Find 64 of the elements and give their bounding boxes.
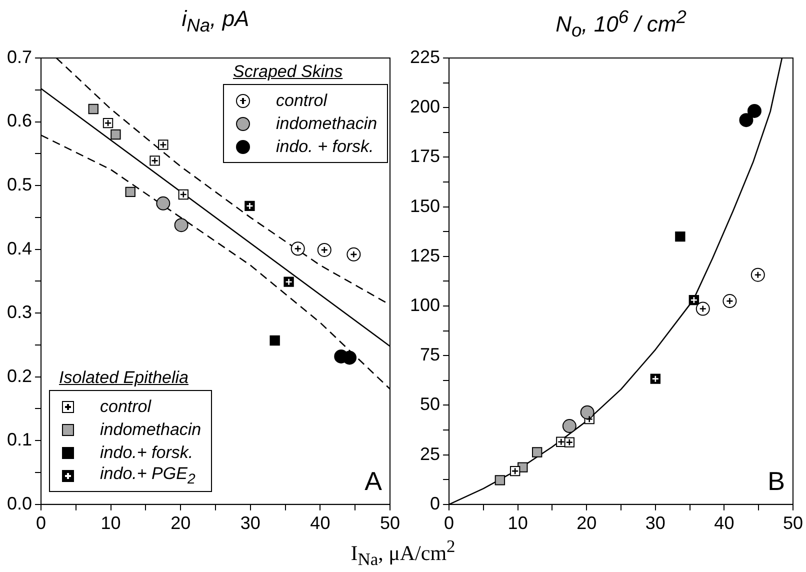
point [290,242,305,256]
point [747,104,762,118]
y-tick-label: 50 [420,394,440,414]
x-tick-label: 10 [508,513,528,534]
point [750,268,765,282]
x-tick-label: 10 [100,513,121,534]
y-tick-label: 75 [420,344,440,365]
y-tick-label: 0.1 [6,430,32,450]
legend-label: indomethacin [100,420,202,440]
y-tick-label: 0.4 [6,238,32,258]
legend-label: indo.+ forsk. [100,442,194,463]
point [562,419,576,434]
x-tick-label: 30 [645,513,666,534]
x-tick-label: 50 [380,513,400,534]
point [722,294,737,308]
point [110,129,121,140]
legend-label: control [100,396,152,417]
y-tick-label: 150 [410,196,440,216]
y-tick-label: 0.7 [6,46,32,67]
point [342,350,357,365]
point [696,302,710,316]
point [156,196,170,210]
annotation: A [364,466,382,498]
x-axis-title: I$_{Na}$, μA/cm$^{2}$ [350,536,456,570]
y-tick-label: 0.0 [6,493,32,514]
point [270,335,280,346]
x-tick-label: 50 [782,513,804,534]
point [346,247,361,262]
y-tick-label: 100 [410,294,440,315]
point [739,113,754,128]
legend-label: control [276,90,328,110]
x-tick-label: 0 [444,513,454,534]
y-tick-label: 0 [430,493,440,514]
x-tick-label: 20 [170,513,191,534]
y-tick-label: 175 [410,146,440,166]
point [675,231,686,242]
point [317,242,332,257]
point [88,104,98,114]
annotation: B [768,466,785,498]
x-tick-label: 30 [240,513,260,534]
point [174,218,188,232]
x-tick-label: 0 [36,513,46,534]
legend-label: indo.+ PGE$_{2}$ [100,464,196,488]
chart-title: N$_{o}$, 10$^{6}$ / cm$^{2}$ [556,6,686,42]
legend-label: indo. + forsk. [276,136,374,156]
chart-title: i$_{Na}$, pA [182,6,250,36]
y-tick-label: 200 [410,96,440,117]
legend-label: indomethacin [276,114,378,134]
y-tick-label: 25 [420,444,440,464]
y-tick-label: 125 [410,245,440,266]
point [580,405,594,420]
y-tick-label: 0.3 [6,302,32,322]
x-tick-label: 40 [714,513,734,534]
point [532,447,542,458]
y-tick-label: 225 [410,46,440,67]
point [494,475,506,486]
point [125,186,136,198]
y-tick-label: 0.5 [6,174,32,195]
y-tick-label: 0.6 [6,110,32,131]
text: Scraped Skins [232,62,343,81]
x-tick-label: 40 [310,513,330,534]
y-tick-label: 0.2 [6,366,32,386]
x-tick-label: 20 [576,513,597,534]
text: Isolated Epithelia [59,368,188,388]
